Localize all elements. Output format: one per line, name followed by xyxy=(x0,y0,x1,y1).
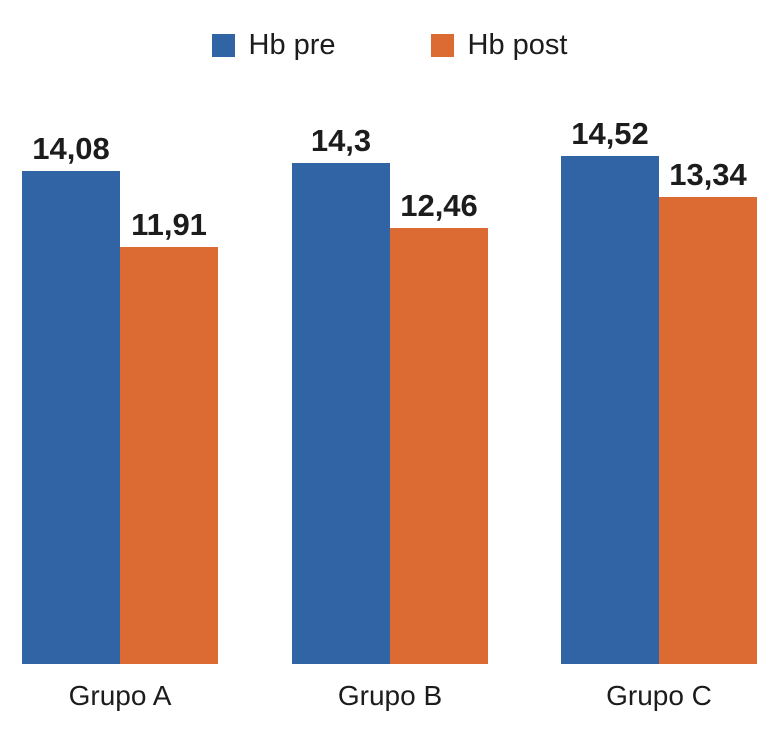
legend-label-hb-pre: Hb pre xyxy=(248,29,336,61)
legend-item-hb-pre: Hb pre xyxy=(211,29,336,61)
legend-swatch-hb-pre-icon xyxy=(211,34,235,57)
bar-hb-post-grupo-c xyxy=(659,197,757,664)
category-label-grupo-b: Grupo B xyxy=(337,680,443,711)
legend-label-hb-post: Hb post xyxy=(467,29,568,61)
bar-value-label-hb-post-grupo-c: 13,34 xyxy=(669,157,747,192)
bar-value-label-hb-pre-grupo-a: 14,08 xyxy=(32,131,110,166)
bar-hb-pre-grupo-a xyxy=(22,171,120,664)
bar-hb-pre-grupo-c xyxy=(561,156,659,664)
bar-value-label-hb-post-grupo-a: 11,91 xyxy=(131,207,207,242)
bar-value-label-hb-pre-grupo-c: 14,52 xyxy=(571,116,649,151)
legend-swatch-hb-post-icon xyxy=(430,34,454,57)
category-label-grupo-c: Grupo C xyxy=(606,680,712,711)
bar-value-label-hb-post-grupo-b: 12,46 xyxy=(400,188,478,223)
bar-hb-pre-grupo-b xyxy=(292,163,390,664)
bar-value-label-hb-pre-grupo-b: 14,3 xyxy=(310,123,372,158)
bar-hb-post-grupo-a xyxy=(120,247,218,664)
legend: Hb pre Hb post xyxy=(0,31,779,60)
legend-item-hb-post: Hb post xyxy=(430,29,568,61)
category-label-grupo-a: Grupo A xyxy=(68,680,172,711)
bar-hb-post-grupo-b xyxy=(390,228,488,664)
